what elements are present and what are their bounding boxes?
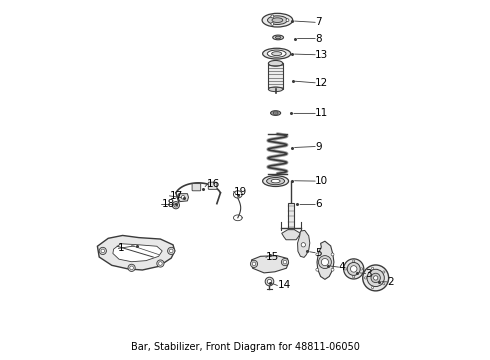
Circle shape bbox=[283, 260, 287, 264]
Text: 14: 14 bbox=[277, 280, 291, 291]
Circle shape bbox=[301, 243, 305, 247]
FancyBboxPatch shape bbox=[208, 182, 217, 189]
Circle shape bbox=[367, 269, 384, 287]
Text: 5: 5 bbox=[315, 248, 322, 258]
Circle shape bbox=[316, 268, 318, 271]
Text: 4: 4 bbox=[339, 262, 345, 272]
Text: 11: 11 bbox=[315, 108, 328, 118]
Ellipse shape bbox=[269, 60, 283, 66]
Circle shape bbox=[383, 283, 385, 285]
Circle shape bbox=[174, 203, 178, 207]
Text: 17: 17 bbox=[170, 191, 183, 201]
Text: 13: 13 bbox=[315, 50, 328, 60]
Circle shape bbox=[371, 287, 374, 289]
Text: 7: 7 bbox=[315, 17, 322, 27]
Circle shape bbox=[373, 276, 378, 280]
Circle shape bbox=[159, 262, 162, 265]
Polygon shape bbox=[317, 241, 334, 279]
Ellipse shape bbox=[263, 176, 289, 186]
Ellipse shape bbox=[263, 48, 291, 59]
Text: 19: 19 bbox=[233, 186, 247, 197]
Circle shape bbox=[331, 268, 334, 271]
Circle shape bbox=[181, 195, 185, 199]
Ellipse shape bbox=[272, 18, 283, 22]
Circle shape bbox=[281, 258, 289, 266]
Text: 9: 9 bbox=[315, 141, 322, 152]
Circle shape bbox=[331, 253, 334, 256]
Polygon shape bbox=[98, 235, 175, 270]
FancyBboxPatch shape bbox=[192, 184, 201, 191]
Text: 8: 8 bbox=[315, 33, 322, 44]
Ellipse shape bbox=[270, 111, 281, 115]
Circle shape bbox=[99, 247, 106, 255]
Text: 3: 3 bbox=[366, 269, 372, 279]
Circle shape bbox=[252, 262, 256, 266]
Circle shape bbox=[383, 271, 385, 273]
Circle shape bbox=[350, 266, 357, 272]
Circle shape bbox=[286, 19, 289, 22]
Circle shape bbox=[128, 264, 135, 271]
Bar bbox=[288, 203, 294, 230]
Text: 15: 15 bbox=[266, 252, 279, 262]
Circle shape bbox=[321, 258, 328, 266]
Text: 18: 18 bbox=[162, 199, 175, 210]
Ellipse shape bbox=[262, 13, 293, 27]
Circle shape bbox=[365, 277, 367, 279]
Circle shape bbox=[316, 253, 318, 256]
Circle shape bbox=[347, 262, 360, 275]
Circle shape bbox=[363, 265, 389, 291]
Circle shape bbox=[353, 276, 355, 278]
Text: 1: 1 bbox=[118, 243, 125, 253]
Polygon shape bbox=[251, 256, 289, 273]
Ellipse shape bbox=[275, 36, 281, 39]
Circle shape bbox=[168, 247, 175, 255]
Ellipse shape bbox=[271, 179, 280, 183]
Polygon shape bbox=[113, 244, 162, 262]
Ellipse shape bbox=[273, 112, 278, 114]
Circle shape bbox=[353, 260, 355, 262]
Circle shape bbox=[265, 277, 274, 286]
Text: 2: 2 bbox=[387, 277, 394, 287]
Circle shape bbox=[130, 266, 133, 270]
Text: 6: 6 bbox=[315, 199, 322, 210]
FancyBboxPatch shape bbox=[269, 63, 283, 89]
Text: Bar, Stabilizer, Front Diagram for 48811-06050: Bar, Stabilizer, Front Diagram for 48811… bbox=[130, 342, 360, 352]
Ellipse shape bbox=[269, 87, 283, 91]
Ellipse shape bbox=[271, 51, 282, 55]
Circle shape bbox=[268, 279, 271, 284]
Ellipse shape bbox=[268, 50, 286, 57]
Circle shape bbox=[345, 268, 347, 270]
Circle shape bbox=[250, 260, 258, 267]
Text: 16: 16 bbox=[207, 179, 220, 189]
Circle shape bbox=[157, 260, 164, 267]
Circle shape bbox=[371, 273, 380, 283]
Polygon shape bbox=[178, 194, 189, 202]
Ellipse shape bbox=[273, 35, 284, 40]
Text: 10: 10 bbox=[315, 176, 328, 186]
Circle shape bbox=[318, 256, 331, 269]
Circle shape bbox=[371, 267, 374, 269]
Polygon shape bbox=[297, 230, 310, 257]
Polygon shape bbox=[282, 230, 300, 240]
Ellipse shape bbox=[267, 177, 285, 185]
Ellipse shape bbox=[268, 16, 287, 24]
Circle shape bbox=[101, 249, 104, 253]
Circle shape bbox=[361, 268, 363, 270]
Circle shape bbox=[271, 22, 274, 25]
Circle shape bbox=[172, 202, 179, 209]
Circle shape bbox=[271, 15, 274, 18]
Circle shape bbox=[343, 259, 364, 279]
Text: 12: 12 bbox=[315, 78, 328, 88]
Circle shape bbox=[170, 249, 173, 253]
